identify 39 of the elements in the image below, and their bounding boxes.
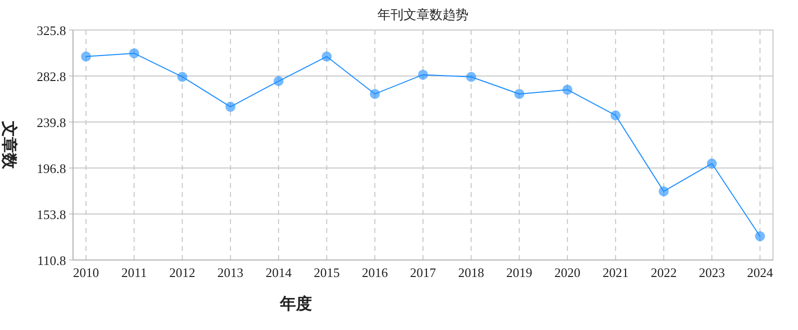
x-tick-label: 2022 xyxy=(650,265,677,280)
x-tick-label: 2018 xyxy=(458,265,484,280)
x-tick-label: 2019 xyxy=(506,265,532,280)
point xyxy=(274,76,284,86)
point xyxy=(322,52,332,62)
y-tick-label: 239.8 xyxy=(36,115,66,130)
point xyxy=(755,231,765,242)
point xyxy=(177,72,188,82)
x-tick-label: 2010 xyxy=(73,265,99,280)
y-tick-label: 110.8 xyxy=(37,253,66,268)
x-tick-label: 2015 xyxy=(314,265,340,280)
x-tick-label: 2023 xyxy=(698,265,725,280)
x-tick-label: 2013 xyxy=(217,265,244,280)
x-tick-label: 2017 xyxy=(410,265,436,280)
point xyxy=(81,52,91,62)
x-tick-label: 2011 xyxy=(121,265,147,280)
y-tick-label: 153.8 xyxy=(36,207,66,222)
chart-title: 年刊文章数趋势 xyxy=(378,7,468,22)
point xyxy=(562,84,572,95)
point xyxy=(610,110,621,120)
point xyxy=(225,102,236,112)
y-tick-label: 325.8 xyxy=(36,23,66,38)
point xyxy=(370,88,380,99)
x-tick-label: 2020 xyxy=(554,265,580,280)
point xyxy=(418,70,428,80)
y-tick-label: 282.8 xyxy=(36,69,66,84)
point xyxy=(466,72,476,82)
point xyxy=(129,48,140,58)
x-tick-label: 2024 xyxy=(747,265,774,280)
x-axis-title: 年度 xyxy=(279,294,312,313)
y-tick-label: 196.8 xyxy=(36,161,66,176)
x-tick-label: 2021 xyxy=(602,265,629,280)
y-axis-title: 文章数 xyxy=(0,120,18,170)
x-tick-label: 2016 xyxy=(362,265,388,280)
x-tick-label: 2014 xyxy=(266,265,292,280)
point xyxy=(706,158,717,169)
point xyxy=(514,88,524,99)
point xyxy=(658,186,669,196)
x-tick-label: 2012 xyxy=(169,265,196,280)
